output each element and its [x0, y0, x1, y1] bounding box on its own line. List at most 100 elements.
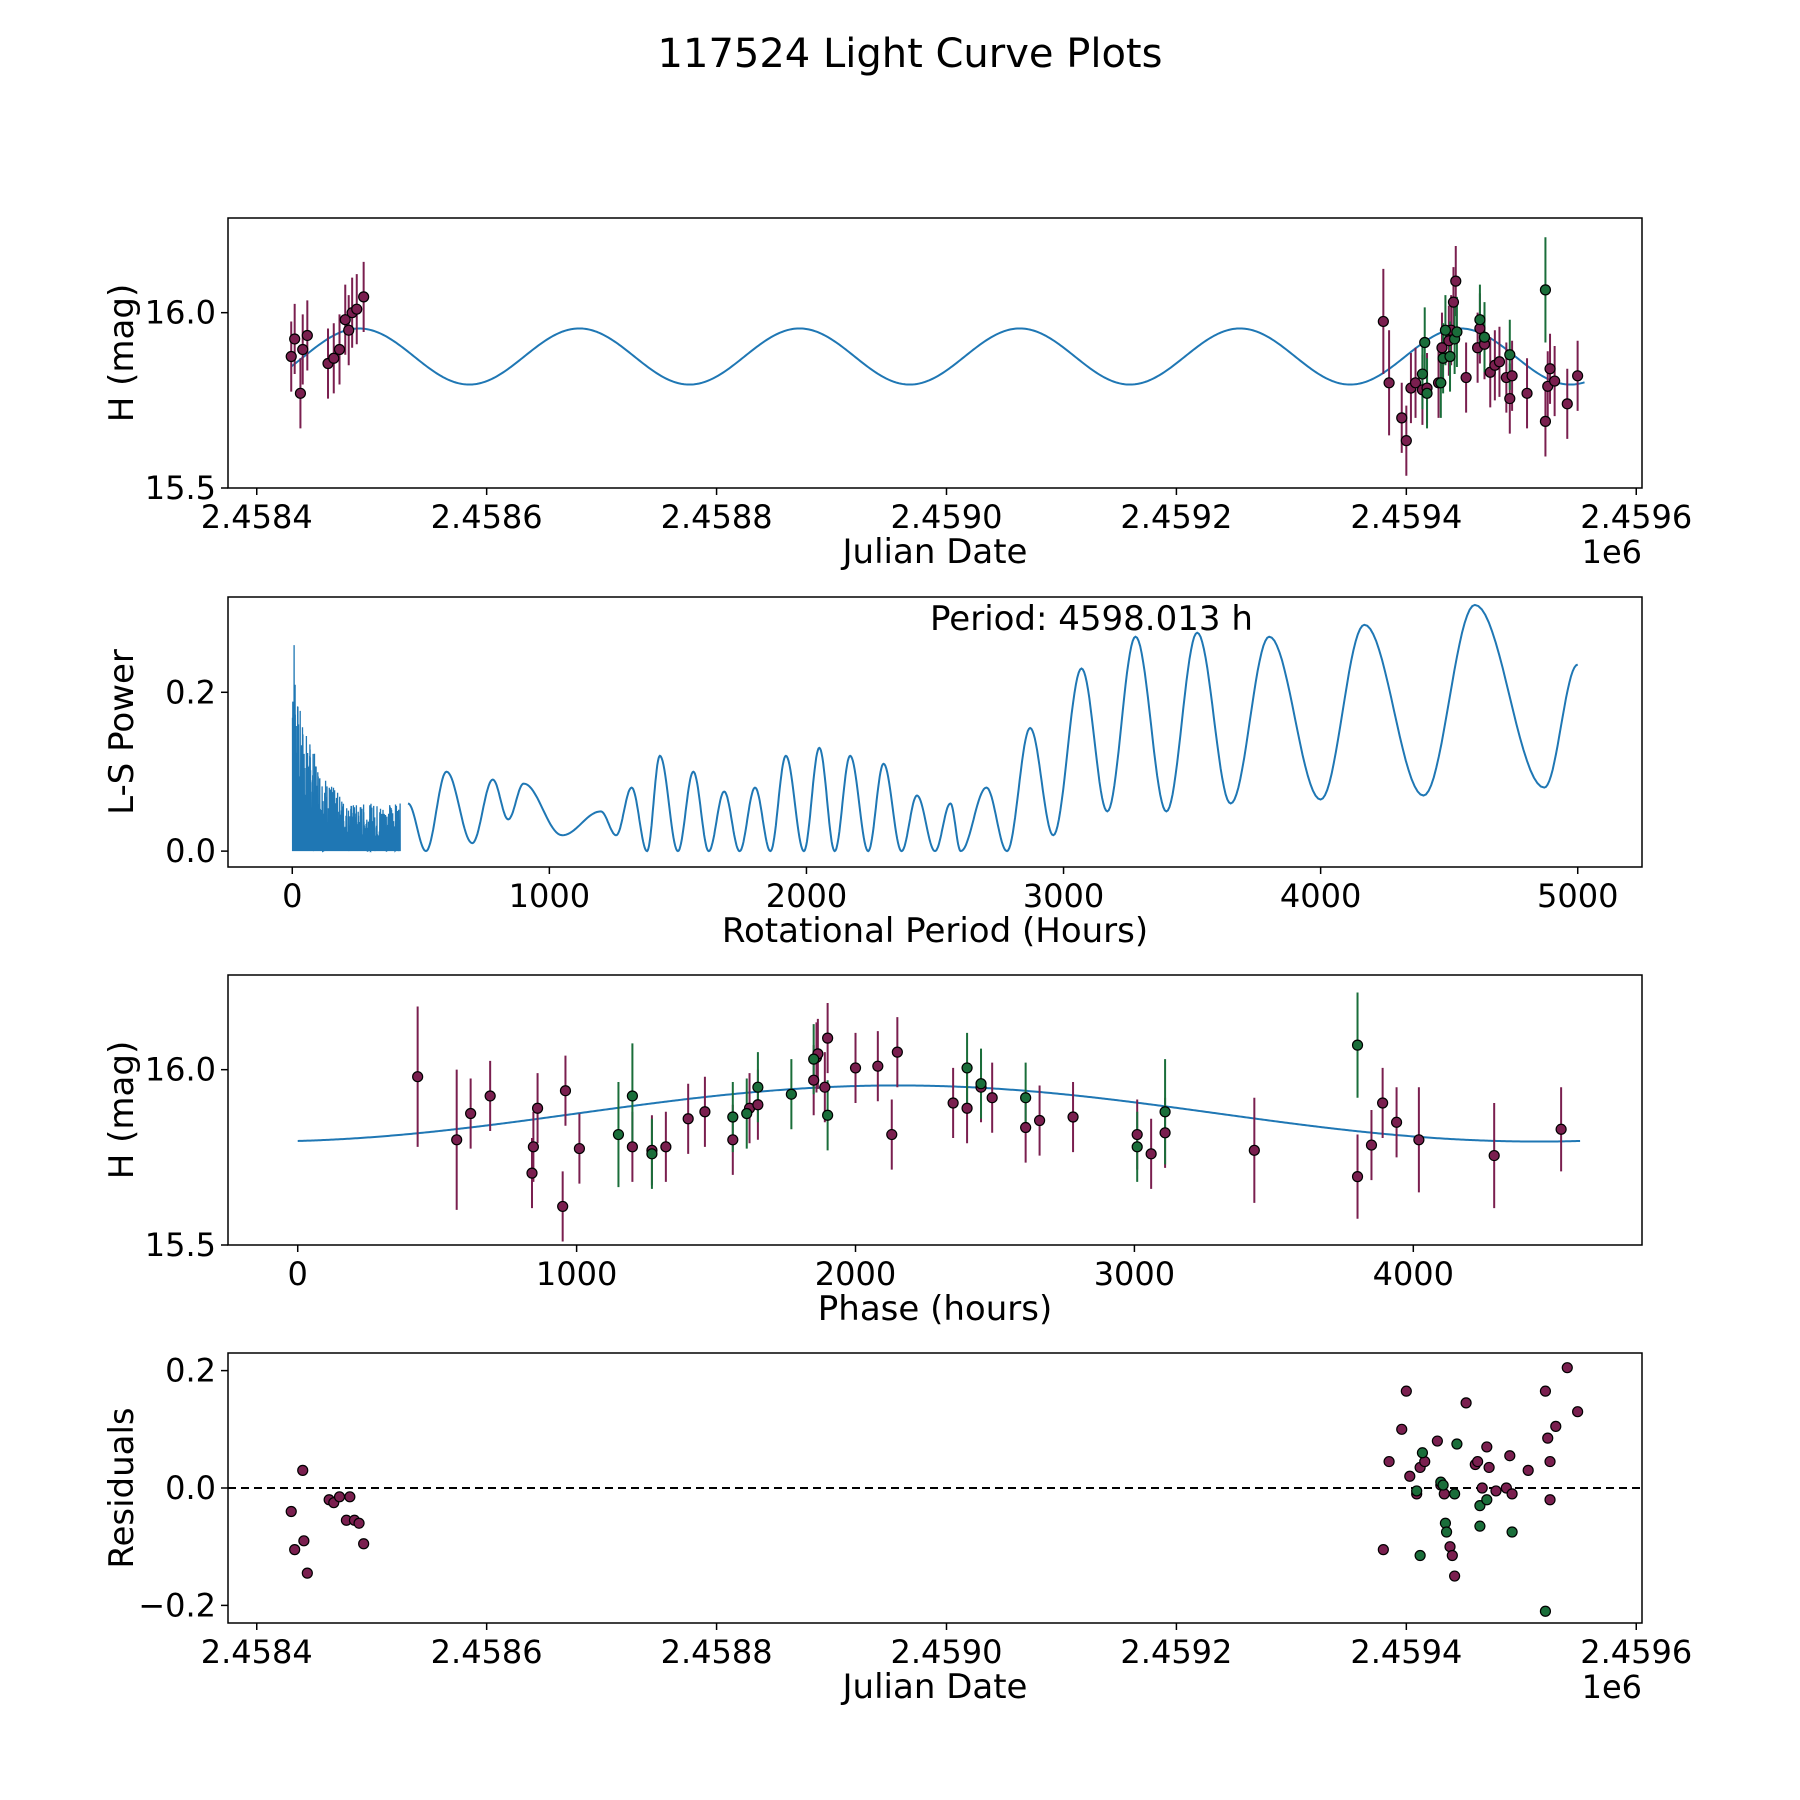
magenta-data-point — [886, 1128, 898, 1141]
magenta-data-point — [1572, 370, 1584, 382]
x-tick-label: 0 — [282, 877, 302, 915]
magenta-data-point — [1248, 1144, 1260, 1156]
y-tick-label: 0.2 — [165, 1352, 216, 1390]
green-data-point — [612, 1128, 625, 1141]
magenta-data-point — [1390, 1116, 1403, 1128]
x-tick-label: 2.4596 — [1580, 498, 1692, 536]
y-axis-label: H (mag) — [102, 284, 142, 422]
magenta-data-point — [1506, 1488, 1518, 1500]
green-data-point — [1504, 349, 1516, 361]
magenta-data-point — [682, 1113, 694, 1125]
magenta-data-point — [333, 343, 346, 356]
green-data-point — [1437, 1479, 1449, 1491]
magenta-data-point — [1493, 356, 1506, 368]
magenta-data-point — [285, 1505, 297, 1518]
magenta-data-point — [1020, 1121, 1032, 1134]
magenta-data-point — [1400, 1385, 1412, 1397]
magenta-data-point — [1431, 1435, 1443, 1447]
x-tick-label: 2.4584 — [201, 1633, 313, 1671]
magenta-data-point — [1409, 377, 1422, 389]
plot-area — [285, 237, 1585, 476]
magenta-data-point — [1450, 275, 1462, 287]
magenta-data-point — [301, 329, 313, 342]
magenta-data-point — [849, 1062, 862, 1074]
y-axis-label: Residuals — [102, 1407, 142, 1568]
periodogram-panel: 0 1000 2000 3000 4000 5000 0.0 0.2 Rotational Pe… — [102, 596, 1643, 951]
axes-frame — [227, 596, 1643, 868]
magenta-data-point — [1145, 1148, 1157, 1160]
x-tick-label: 2.4592 — [1120, 498, 1232, 536]
axes-frame — [227, 1352, 1643, 1624]
magenta-data-point — [1561, 398, 1573, 410]
green-data-point — [1478, 331, 1491, 343]
magenta-data-point — [1539, 415, 1552, 427]
periodogram-line — [407, 603, 1579, 853]
magenta-data-point — [1539, 1385, 1552, 1397]
magenta-data-point — [1365, 1139, 1378, 1151]
magenta-data-point — [1033, 1114, 1046, 1127]
green-data-point — [1131, 1141, 1143, 1153]
magenta-data-point — [1572, 1406, 1584, 1418]
green-data-point — [1481, 1494, 1493, 1506]
magenta-data-point — [1396, 1423, 1408, 1435]
y-axis-label: L-S Power — [102, 649, 142, 815]
magenta-data-point — [351, 303, 363, 315]
x-tick-label: 3000 — [1094, 1255, 1175, 1293]
magenta-data-point — [1542, 1432, 1554, 1444]
green-data-point — [626, 1090, 638, 1102]
magenta-data-point — [557, 1200, 569, 1213]
magenta-data-point — [1544, 1455, 1556, 1468]
y-tick-label: 0.0 — [165, 832, 216, 870]
x-tick-label: 1000 — [536, 1255, 617, 1293]
green-data-point — [1421, 387, 1433, 399]
magenta-data-point — [1476, 1482, 1488, 1494]
green-data-point — [1474, 1520, 1486, 1532]
green-data-point — [1444, 350, 1456, 363]
green-data-point — [1411, 1485, 1423, 1497]
x-tick-label: 2.4594 — [1350, 498, 1462, 536]
y-tick-label: 0.2 — [165, 673, 216, 711]
green-data-point — [1474, 314, 1486, 326]
magenta-data-point — [727, 1134, 739, 1146]
magenta-data-point — [531, 1102, 544, 1114]
magenta-data-point — [298, 1535, 310, 1547]
magenta-data-point — [1504, 1450, 1516, 1462]
phased-panel: 0 1000 2000 3000 4000 15.5 16.0 Phase (hours) H … — [102, 974, 1643, 1329]
magenta-data-point — [333, 1491, 346, 1503]
magenta-data-point — [1561, 1362, 1573, 1374]
magenta-data-point — [451, 1134, 463, 1146]
x-tick-label: 2.4596 — [1580, 1633, 1692, 1671]
x-tick-label: 4000 — [1373, 1255, 1454, 1293]
magenta-data-point — [752, 1099, 764, 1111]
magenta-data-point — [358, 291, 370, 303]
magenta-data-point — [947, 1097, 959, 1109]
y-tick-label: 15.5 — [145, 1226, 216, 1264]
green-data-point — [1416, 1447, 1429, 1459]
plot-area — [297, 992, 1581, 1242]
green-data-point — [1414, 1549, 1426, 1562]
magenta-data-point — [1067, 1111, 1079, 1123]
green-data-point — [752, 1081, 764, 1093]
x-tick-label: 2.4590 — [891, 1633, 1003, 1671]
magenta-data-point — [527, 1141, 539, 1153]
x-axis-label: Phase (hours) — [818, 1289, 1052, 1329]
green-data-point — [808, 1053, 820, 1065]
magenta-data-point — [328, 352, 340, 364]
magenta-data-point — [626, 1141, 638, 1153]
magenta-data-point — [1460, 371, 1472, 384]
magenta-data-point — [526, 1167, 538, 1179]
magenta-data-point — [289, 1544, 301, 1556]
green-data-point — [822, 1109, 834, 1121]
green-data-point — [1539, 284, 1552, 296]
magenta-data-point — [294, 387, 307, 399]
green-data-point — [1506, 1526, 1518, 1538]
magenta-data-point — [1460, 1397, 1472, 1409]
x-tick-label: 2.4588 — [661, 1633, 773, 1671]
green-data-point — [1451, 1438, 1463, 1450]
magenta-data-point — [986, 1092, 998, 1104]
x-offset-label: 1e6 — [1582, 533, 1642, 571]
magenta-data-point — [1159, 1127, 1171, 1139]
magenta-data-point — [660, 1141, 672, 1153]
magenta-data-point — [1413, 1134, 1425, 1146]
